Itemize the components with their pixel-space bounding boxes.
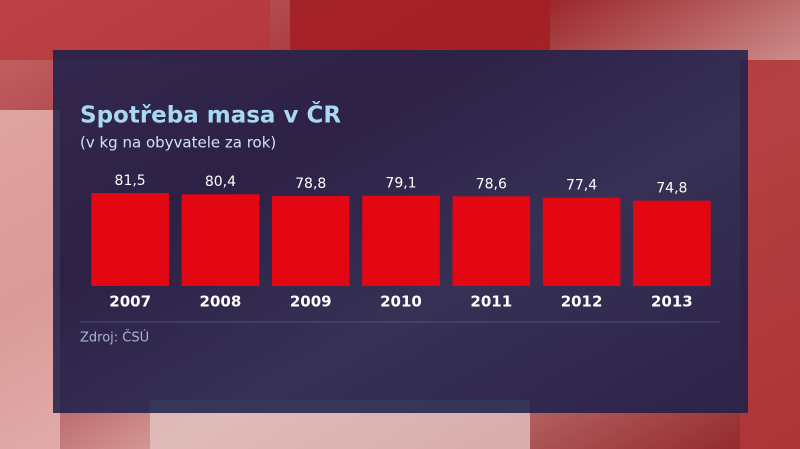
x-tick-label: 2010 bbox=[380, 293, 422, 311]
bar bbox=[362, 195, 440, 286]
x-tick-label: 2009 bbox=[290, 293, 332, 311]
x-tick-label: 2013 bbox=[651, 293, 693, 311]
value-label: 78,6 bbox=[476, 176, 507, 192]
value-label: 78,8 bbox=[295, 176, 326, 192]
background-meat bbox=[740, 60, 800, 449]
bar bbox=[633, 200, 711, 286]
background-meat bbox=[0, 110, 60, 449]
bar bbox=[181, 194, 260, 286]
x-tick-label: 2007 bbox=[109, 293, 151, 311]
x-tick-label: 2012 bbox=[561, 293, 603, 311]
bar bbox=[452, 196, 531, 286]
x-tick-label: 2008 bbox=[200, 293, 242, 311]
chart-subtitle: (v kg na obyvatele za rok) bbox=[80, 134, 276, 152]
bar bbox=[542, 197, 621, 286]
value-label: 77,4 bbox=[566, 178, 597, 194]
value-label: 81,5 bbox=[115, 173, 146, 189]
bar bbox=[91, 192, 169, 286]
value-label: 80,4 bbox=[205, 174, 236, 190]
bar bbox=[271, 196, 350, 286]
background-meat bbox=[290, 0, 550, 50]
source: Zdroj: ČSÚ bbox=[80, 330, 149, 346]
x-tick-label: 2011 bbox=[470, 293, 512, 311]
value-label: 79,1 bbox=[385, 176, 416, 192]
chart-title: Spotřeba masa v ČR bbox=[80, 101, 341, 129]
value-label: 74,8 bbox=[656, 181, 687, 197]
